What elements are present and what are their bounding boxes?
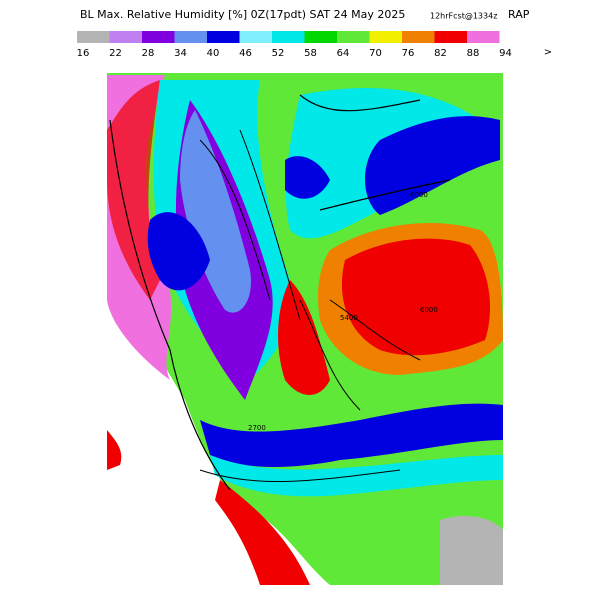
- contour-line: [109, 94, 451, 491]
- model-name: RAP: [508, 8, 530, 21]
- legend-swatch: [272, 31, 305, 43]
- humidity-field: [341, 238, 490, 356]
- legend-label: 28: [142, 48, 155, 59]
- legend-swatch: [369, 31, 402, 43]
- legend-label: 46: [239, 48, 252, 59]
- humidity-field: [365, 116, 500, 215]
- legend-label: 34: [174, 48, 187, 59]
- legend-label: 22: [109, 48, 122, 59]
- legend-label: 94: [499, 48, 512, 59]
- color-legend: 16 22 28 34 40 46 52 58 64 70 76 82 88 94 >: [77, 31, 552, 59]
- humidity-field: [107, 80, 160, 300]
- legend-label: 16: [77, 48, 90, 59]
- legend-label: 64: [337, 48, 350, 59]
- legend-swatch: [337, 31, 370, 43]
- legend-swatch: [304, 31, 337, 43]
- humidity-field: [440, 515, 503, 585]
- contour-label: 2700: [248, 424, 266, 432]
- contour-line: [199, 129, 421, 483]
- humidity-field: [107, 430, 122, 470]
- contour-label: 6000: [420, 306, 438, 314]
- contour-label: 5400: [340, 314, 358, 322]
- legend-swatch: [109, 31, 142, 43]
- legend-swatch: [434, 31, 467, 43]
- legend-label: 58: [304, 48, 317, 59]
- legend-label: 88: [467, 48, 480, 59]
- legend-swatch: [77, 31, 110, 43]
- humidity-field: [180, 110, 251, 313]
- legend-swatch: [142, 31, 175, 43]
- legend-more: >: [544, 47, 552, 58]
- legend-label: 70: [369, 48, 382, 59]
- legend-swatch: [467, 31, 500, 43]
- legend-swatch: [174, 31, 207, 43]
- legend-label: 52: [272, 48, 285, 59]
- map-field: 2700 6000 5400 6000: [107, 73, 503, 585]
- legend-swatch: [402, 31, 435, 43]
- legend-label: 82: [434, 48, 447, 59]
- humidity-field: [215, 480, 310, 585]
- title: BL Max. Relative Humidity [%] 0Z(17pdt) …: [80, 8, 405, 21]
- humidity-field: [200, 403, 503, 467]
- humidity-field: [278, 280, 330, 395]
- legend-swatch: [239, 31, 272, 43]
- legend-label: 76: [402, 48, 415, 59]
- legend-label: 40: [207, 48, 220, 59]
- legend-swatch: [207, 31, 240, 43]
- contour-label: 6000: [410, 191, 428, 199]
- humidity-field: [285, 156, 330, 199]
- forecast-time: 12hrFcst@1334z: [430, 12, 497, 21]
- humidity-field: [147, 212, 210, 291]
